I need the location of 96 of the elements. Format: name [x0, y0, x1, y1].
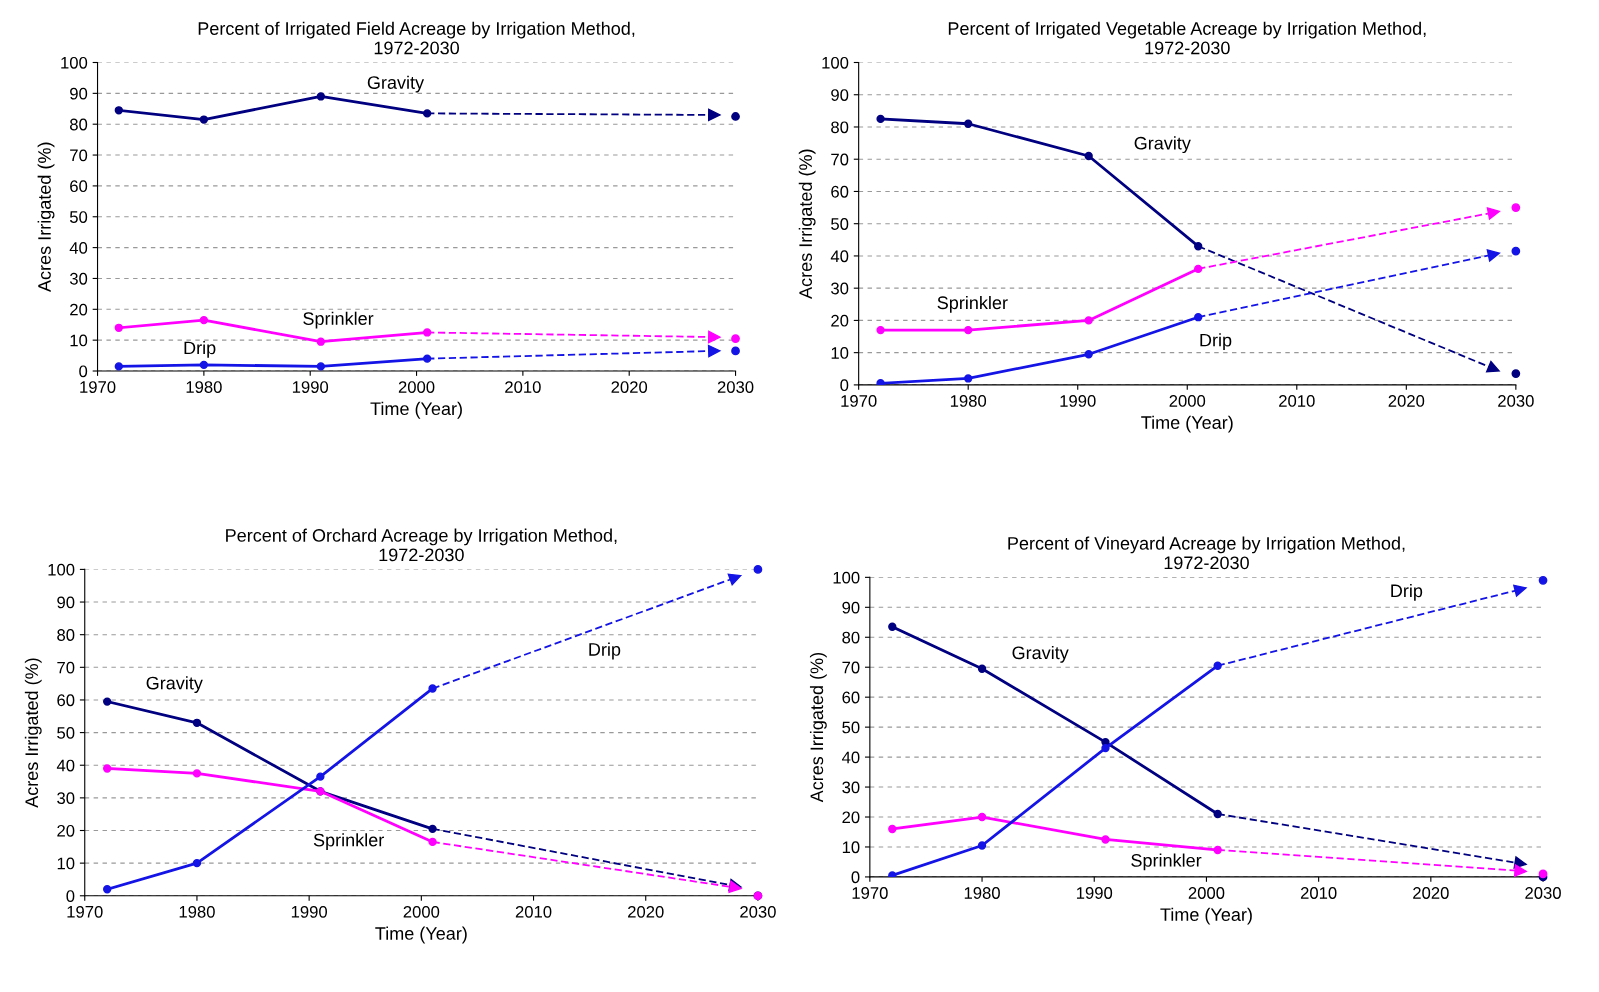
x-tick-label: 2000	[1188, 887, 1225, 899]
y-tick-label: 50	[57, 726, 75, 739]
x-tick-label: 1980	[964, 887, 1000, 899]
y-tick-label: 10	[842, 841, 860, 854]
y-axis-title: Acres Irrigated (%)	[798, 149, 816, 299]
x-tick-label: 1970	[841, 395, 877, 407]
y-tick-label: 30	[57, 792, 75, 805]
x-tick-label: 1980	[950, 395, 987, 407]
x-tick-label: 2020	[628, 905, 664, 918]
y-tick-label: 20	[842, 811, 860, 824]
x-tick-label: 1980	[186, 381, 222, 393]
x-tick-label: 2030	[740, 905, 776, 918]
y-tick-label: 60	[57, 694, 75, 707]
y-tick-label: 0	[851, 871, 860, 884]
y-axis-title: Acres Irrigated (%)	[37, 142, 55, 292]
series-label: Sprinkler	[1131, 853, 1202, 871]
y-tick-label: 20	[831, 314, 849, 327]
series-label: Drip	[1391, 583, 1423, 601]
chart-title: Percent of Vineyard Acreage by Irrigation Method, 1972-2030	[1008, 536, 1405, 570]
y-tick-label: 30	[831, 282, 849, 295]
series-label: Drip	[589, 642, 621, 660]
y-tick-label: 100	[61, 56, 88, 69]
y-tick-label: 90	[57, 596, 75, 609]
y-tick-label: 70	[70, 149, 88, 162]
x-axis-title: Time (Year)	[375, 926, 467, 944]
y-tick-label: 10	[57, 857, 75, 870]
y-tick-label: 90	[70, 87, 88, 100]
x-tick-label: 2030	[1525, 887, 1561, 899]
y-tick-label: 40	[841, 751, 860, 764]
chart-title: Percent of Irrigated Vegetable Acreage by Irrigation Method, 1972-2030	[948, 21, 1426, 55]
y-tick-label: 70	[831, 153, 849, 166]
y-tick-label: 50	[69, 211, 88, 223]
series-label: Gravity	[146, 676, 203, 694]
x-tick-label: 2010	[505, 381, 541, 393]
x-tick-label: 2020	[1388, 395, 1425, 407]
y-tick-label: 100	[48, 563, 75, 576]
series-label: Drip	[1200, 333, 1232, 351]
chart-title: Percent of Irrigated Field Acreage by Irrigation Method, 1972-2030	[198, 21, 635, 55]
y-tick-label: 100	[833, 571, 860, 584]
x-axis-title: Time (Year)	[1141, 415, 1233, 433]
x-tick-label: 1990	[1076, 887, 1113, 899]
y-tick-label: 60	[842, 691, 860, 704]
series-label: Gravity	[1134, 136, 1191, 154]
y-tick-label: 40	[56, 759, 75, 772]
y-tick-label: 90	[842, 601, 860, 614]
y-tick-label: 0	[840, 379, 849, 392]
y-tick-label: 30	[842, 781, 860, 794]
y-tick-label: 10	[70, 334, 88, 347]
x-tick-label: 2000	[403, 905, 440, 918]
series-label: Gravity	[367, 75, 425, 93]
y-tick-label: 60	[831, 185, 849, 198]
x-tick-label: 2010	[1279, 395, 1315, 407]
x-axis-title: Time (Year)	[1160, 907, 1252, 925]
series-label: Sprinkler	[303, 311, 374, 329]
y-tick-label: 90	[831, 89, 849, 101]
series-label: Sprinkler	[937, 295, 1008, 313]
x-axis-title: Time (Year)	[370, 401, 462, 419]
x-tick-label: 2000	[398, 381, 435, 393]
y-axis-title: Acres Irrigated (%)	[24, 658, 42, 808]
y-tick-label: 100	[822, 56, 849, 69]
y-tick-label: 50	[842, 721, 860, 734]
x-tick-label: 1990	[292, 381, 329, 393]
y-tick-label: 30	[69, 272, 88, 285]
y-tick-label: 40	[69, 242, 88, 254]
y-tick-label: 50	[831, 218, 849, 230]
x-tick-label: 1980	[179, 905, 215, 918]
series-label: Gravity	[1012, 645, 1069, 663]
y-tick-label: 80	[831, 121, 849, 134]
y-tick-label: 80	[70, 118, 88, 131]
y-tick-label: 20	[70, 303, 88, 316]
y-tick-label: 0	[66, 890, 75, 902]
y-tick-label: 70	[842, 661, 860, 674]
x-tick-label: 2030	[1498, 395, 1534, 407]
x-tick-label: 1990	[1060, 395, 1096, 407]
chart-title: Percent of Orchard Acreage by Irrigation Method, 1972-2030	[226, 528, 617, 562]
y-tick-label: 20	[57, 824, 75, 837]
y-tick-label: 10	[831, 347, 849, 359]
x-tick-label: 2010	[515, 905, 552, 918]
x-tick-label: 2030	[717, 381, 754, 393]
x-tick-label: 2000	[1169, 395, 1206, 407]
y-tick-label: 0	[79, 365, 88, 378]
x-tick-label: 2010	[1300, 887, 1337, 899]
y-tick-label: 80	[842, 631, 860, 644]
x-tick-label: 2020	[611, 381, 648, 393]
series-label: Drip	[184, 341, 216, 358]
y-tick-label: 80	[57, 629, 75, 641]
y-tick-label: 70	[57, 661, 75, 674]
x-tick-label: 1970	[80, 381, 116, 393]
x-tick-label: 2020	[1413, 887, 1449, 899]
y-tick-label: 40	[830, 250, 849, 263]
y-axis-title: Acres Irrigated (%)	[809, 653, 827, 803]
y-tick-label: 60	[70, 180, 88, 193]
x-tick-label: 1970	[852, 887, 888, 899]
x-tick-label: 1990	[291, 905, 328, 918]
x-tick-label: 1970	[67, 905, 103, 918]
series-label: Sprinkler	[313, 833, 384, 851]
